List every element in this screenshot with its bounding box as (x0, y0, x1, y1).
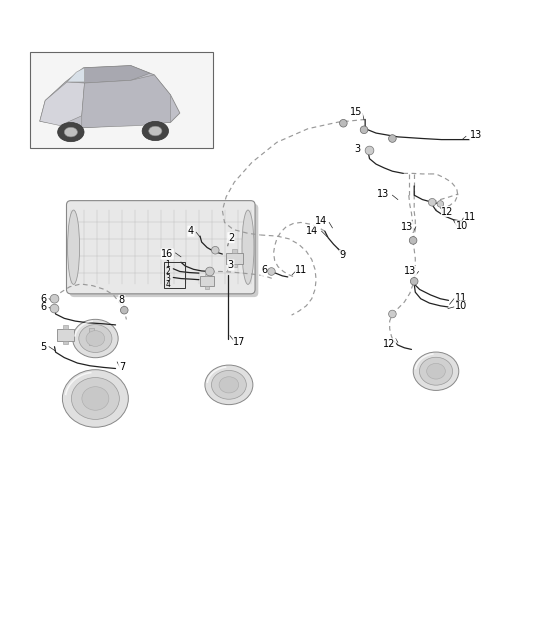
Bar (205, 274, 209, 276)
Text: 3: 3 (355, 144, 361, 154)
Text: 11: 11 (455, 293, 467, 303)
Ellipse shape (142, 121, 168, 141)
Bar (89, 328, 94, 332)
Ellipse shape (409, 237, 417, 244)
Ellipse shape (413, 352, 459, 391)
Text: 7: 7 (119, 362, 125, 372)
Ellipse shape (211, 371, 246, 399)
Ellipse shape (71, 377, 119, 420)
Text: 9: 9 (339, 250, 345, 260)
Ellipse shape (68, 210, 80, 284)
Text: 1: 1 (166, 261, 171, 269)
Ellipse shape (62, 370, 129, 427)
Text: 12: 12 (383, 339, 396, 349)
Ellipse shape (410, 278, 418, 285)
Text: 6: 6 (261, 266, 267, 276)
Text: 2: 2 (166, 267, 171, 276)
Text: 10: 10 (455, 301, 467, 311)
Bar (164, 262, 185, 288)
Polygon shape (82, 75, 171, 127)
Text: 11: 11 (295, 266, 307, 276)
Ellipse shape (219, 377, 239, 393)
Text: 13: 13 (470, 130, 482, 140)
Bar (200, 276, 214, 286)
Text: 8: 8 (119, 295, 125, 305)
Ellipse shape (50, 304, 59, 313)
Bar (57, 328, 74, 341)
Bar (63, 341, 68, 344)
Ellipse shape (86, 331, 105, 347)
Text: 4: 4 (188, 226, 194, 236)
Ellipse shape (389, 310, 396, 318)
Text: 17: 17 (233, 337, 246, 347)
Text: 16: 16 (161, 249, 173, 259)
FancyBboxPatch shape (66, 200, 255, 294)
Text: 13: 13 (377, 189, 389, 199)
Ellipse shape (205, 267, 214, 276)
Ellipse shape (58, 122, 84, 142)
Bar (84, 332, 99, 342)
Ellipse shape (242, 210, 254, 284)
Text: 14: 14 (315, 217, 327, 226)
Text: 13: 13 (404, 266, 416, 276)
Bar (232, 249, 237, 252)
Ellipse shape (211, 246, 219, 254)
Ellipse shape (149, 126, 162, 136)
Ellipse shape (340, 119, 347, 127)
Ellipse shape (82, 387, 109, 410)
Text: 5: 5 (41, 342, 47, 352)
Bar (63, 325, 68, 328)
Text: 6: 6 (41, 303, 47, 313)
Ellipse shape (64, 127, 77, 137)
Ellipse shape (428, 198, 436, 206)
Bar (89, 342, 94, 345)
Ellipse shape (360, 126, 368, 134)
Ellipse shape (50, 295, 59, 303)
Polygon shape (67, 65, 150, 83)
Text: 11: 11 (464, 212, 476, 222)
Text: 14: 14 (306, 225, 318, 236)
Ellipse shape (365, 146, 374, 155)
Polygon shape (40, 65, 180, 127)
Text: 4: 4 (166, 280, 171, 289)
Ellipse shape (427, 364, 445, 379)
Ellipse shape (437, 200, 444, 207)
Text: 6: 6 (41, 294, 47, 304)
Ellipse shape (268, 268, 275, 275)
Text: 3: 3 (228, 260, 234, 270)
Text: 15: 15 (350, 107, 362, 117)
Ellipse shape (389, 134, 396, 143)
Polygon shape (40, 82, 84, 126)
Bar (232, 264, 237, 268)
Bar (30, 52, 213, 148)
Ellipse shape (79, 325, 112, 352)
Text: 13: 13 (401, 222, 413, 232)
Text: 3: 3 (166, 274, 171, 283)
Ellipse shape (72, 320, 118, 358)
Text: 2: 2 (228, 233, 234, 242)
Ellipse shape (120, 306, 128, 314)
Text: 10: 10 (456, 220, 468, 230)
Polygon shape (67, 68, 84, 82)
Ellipse shape (205, 365, 253, 404)
Ellipse shape (420, 357, 452, 385)
Bar (226, 252, 243, 264)
FancyBboxPatch shape (70, 204, 258, 297)
Bar (205, 286, 209, 289)
Text: 12: 12 (441, 207, 454, 217)
